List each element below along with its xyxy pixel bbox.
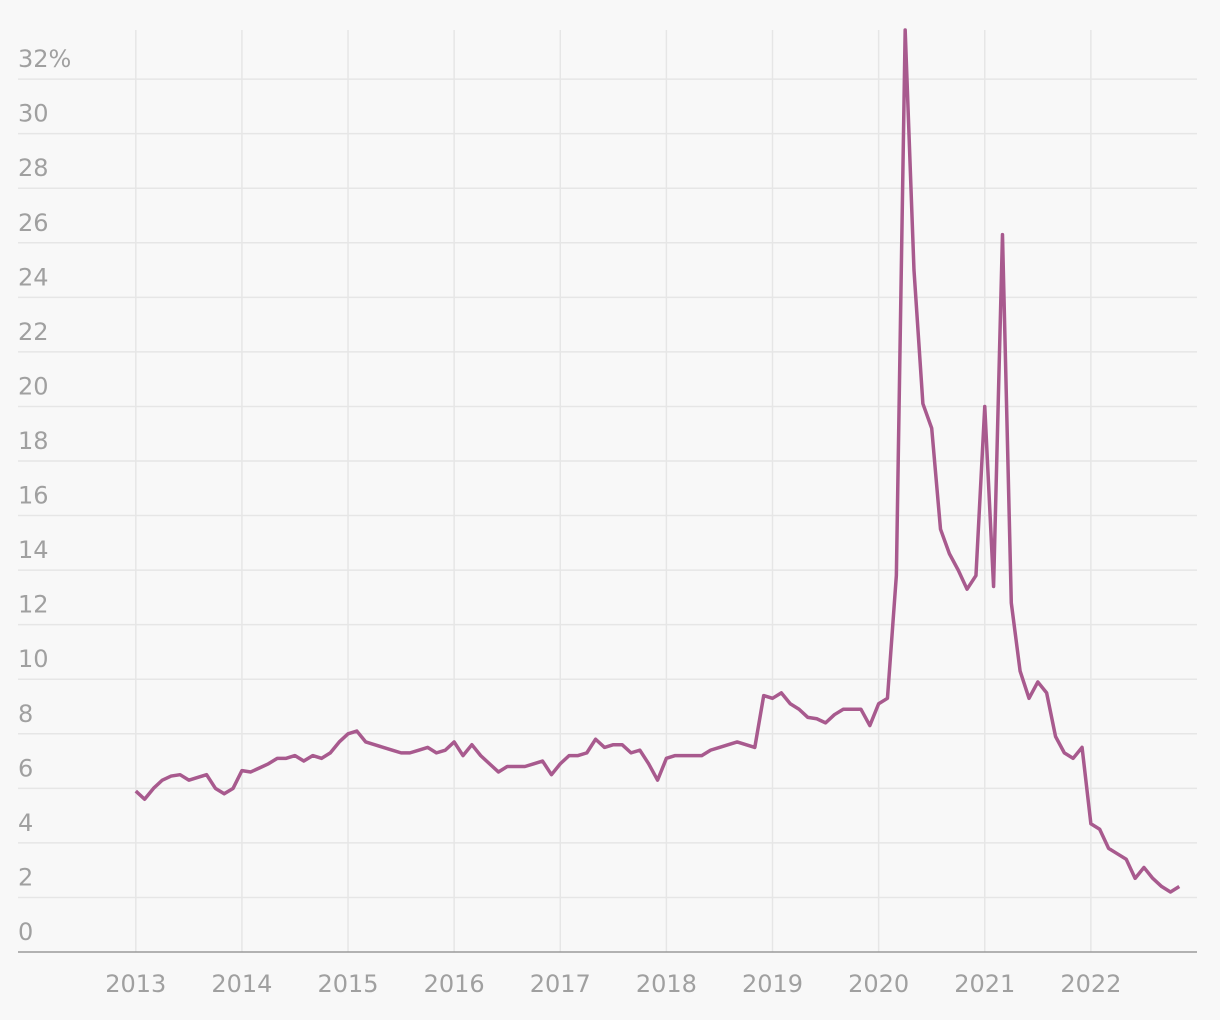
y-tick-label: 0 [18,918,33,946]
x-tick-label: 2016 [424,970,485,998]
grid [18,30,1197,953]
y-tick-label: 18 [18,427,49,455]
x-tick-label: 2020 [848,970,909,998]
y-tick-label: 28 [18,154,49,182]
x-tick-label: 2015 [317,970,378,998]
y-tick-label: 2 [18,863,33,891]
y-tick-label: 10 [18,645,49,673]
y-tick-label: 22 [18,318,49,346]
x-tick-label: 2021 [954,970,1015,998]
x-tick-label: 2018 [636,970,697,998]
x-tick-label: 2017 [530,970,591,998]
y-tick-label: 30 [18,100,49,128]
plot [134,28,1181,894]
y-tick-label: 6 [18,754,33,782]
y-tick-label: 32% [18,45,71,73]
x-tick-label: 2013 [105,970,166,998]
y-tick-label: 20 [18,372,49,400]
y-tick-label: 26 [18,209,49,237]
data-line [134,28,1181,894]
x-tick-label: 2014 [211,970,272,998]
y-tick-label: 8 [18,700,33,728]
y-tick-label: 16 [18,482,49,510]
x-tick-label: 2019 [742,970,803,998]
y-tick-label: 4 [18,809,33,837]
y-tick-label: 14 [18,536,49,564]
y-tick-label: 12 [18,591,49,619]
y-tick-label: 24 [18,263,49,291]
x-tick-label: 2022 [1060,970,1121,998]
